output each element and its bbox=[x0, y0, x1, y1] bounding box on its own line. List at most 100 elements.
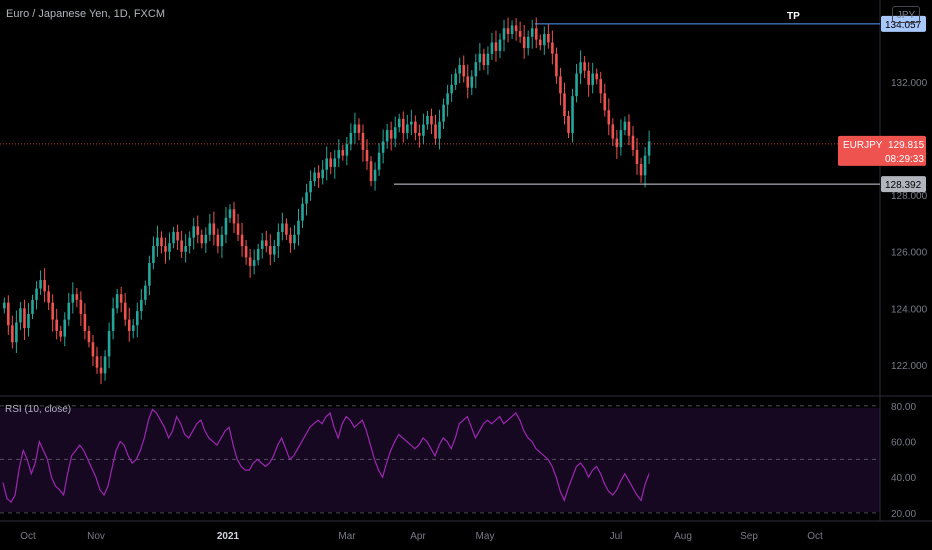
candle-body bbox=[107, 330, 111, 357]
candle-body bbox=[333, 158, 337, 167]
candle-body bbox=[643, 155, 647, 176]
candle-body bbox=[611, 124, 615, 139]
candle-body bbox=[148, 263, 151, 286]
candle-body bbox=[365, 149, 369, 162]
candle-body bbox=[99, 367, 103, 374]
candle-body bbox=[579, 62, 582, 74]
candle-body bbox=[571, 96, 574, 133]
candle-body bbox=[115, 294, 119, 309]
rsi-pane[interactable]: 20.00 40.00 60.00 80.00 bbox=[0, 402, 916, 520]
rsi-tick-label: 20.00 bbox=[891, 509, 916, 520]
candle-body bbox=[95, 356, 99, 368]
candle-body bbox=[91, 342, 95, 357]
candle-body bbox=[164, 246, 167, 252]
candle-body bbox=[506, 28, 510, 34]
candle-body bbox=[23, 308, 26, 329]
candle-body bbox=[277, 231, 280, 247]
candle-body bbox=[297, 220, 300, 235]
candle-body bbox=[7, 302, 10, 326]
candle-body bbox=[71, 294, 75, 303]
time-tick-label: Jul bbox=[610, 531, 623, 542]
candle-body bbox=[357, 124, 361, 133]
candle-body bbox=[353, 124, 357, 133]
candle-body bbox=[3, 302, 6, 309]
candle-body bbox=[87, 330, 91, 343]
candle-body bbox=[373, 169, 377, 182]
candle-body bbox=[486, 53, 490, 66]
candle-body bbox=[240, 234, 244, 247]
candle-body bbox=[31, 299, 34, 314]
candle-body bbox=[252, 260, 256, 266]
time-axis[interactable]: Oct Nov 2021 Mar Apr May Jul Aug Sep Oct bbox=[20, 531, 823, 542]
candle-body bbox=[260, 240, 264, 249]
last-price-label: 129.815 bbox=[888, 140, 925, 151]
candle-body bbox=[51, 302, 54, 320]
candle-body bbox=[341, 149, 345, 156]
candle-body bbox=[75, 294, 79, 300]
price-tick-label: 124.000 bbox=[891, 304, 928, 315]
candle-body bbox=[103, 356, 107, 374]
candle-body bbox=[293, 234, 296, 244]
candle-body bbox=[647, 141, 651, 156]
price-axis[interactable]: 122.000 124.000 126.000 128.000 132.000 bbox=[891, 78, 928, 372]
candle-body bbox=[172, 231, 175, 244]
support-price-label: 128.392 bbox=[885, 180, 922, 191]
time-tick-label: Nov bbox=[87, 531, 105, 542]
candle-body bbox=[196, 226, 200, 235]
rsi-background-band bbox=[0, 408, 880, 512]
candle-body bbox=[180, 240, 183, 252]
candle-body bbox=[184, 246, 187, 252]
candle-body bbox=[575, 73, 578, 97]
candle-body bbox=[264, 240, 268, 247]
candlestick-series[interactable] bbox=[3, 17, 651, 385]
candle-body bbox=[559, 76, 562, 94]
support-price-badge bbox=[881, 176, 926, 193]
candle-body bbox=[248, 257, 252, 266]
candle-body bbox=[418, 132, 421, 136]
candle-body bbox=[498, 39, 502, 51]
candle-body bbox=[623, 121, 627, 131]
candle-body bbox=[603, 93, 607, 111]
candle-body bbox=[514, 25, 518, 32]
candle-body bbox=[510, 25, 514, 34]
candle-body bbox=[220, 234, 224, 247]
candle-body bbox=[389, 130, 393, 139]
candle-body bbox=[526, 36, 530, 49]
candle-body bbox=[543, 33, 546, 46]
candle-body bbox=[381, 141, 385, 153]
candle-body bbox=[438, 121, 441, 139]
candle-body bbox=[216, 234, 220, 247]
candle-body bbox=[119, 294, 123, 303]
candle-body bbox=[305, 192, 308, 204]
candle-body bbox=[236, 223, 240, 235]
candle-body bbox=[39, 280, 42, 289]
price-tick-label: 126.000 bbox=[891, 248, 928, 259]
candle-body bbox=[301, 203, 304, 221]
candle-body bbox=[43, 280, 46, 292]
candle-body bbox=[587, 70, 590, 85]
candle-body bbox=[522, 36, 526, 49]
candle-body bbox=[79, 299, 83, 314]
candle-body bbox=[144, 285, 147, 300]
candle-body bbox=[551, 42, 554, 54]
candle-body bbox=[422, 124, 425, 136]
candle-body bbox=[454, 73, 457, 85]
symbol-label: EURJPY bbox=[843, 140, 883, 151]
currency-badge[interactable]: JPY bbox=[892, 6, 920, 23]
candle-body bbox=[385, 130, 389, 142]
candle-body bbox=[123, 302, 127, 320]
candle-body bbox=[627, 121, 631, 136]
time-tick-label: May bbox=[476, 531, 495, 542]
bar-countdown-label: 08:29:33 bbox=[885, 154, 924, 165]
candle-body bbox=[35, 288, 38, 300]
candle-body bbox=[67, 302, 71, 320]
candle-body bbox=[635, 149, 639, 165]
candle-body bbox=[583, 62, 586, 71]
candle-body bbox=[599, 79, 603, 94]
candle-body bbox=[631, 135, 635, 150]
candle-body bbox=[538, 39, 542, 46]
candle-body bbox=[595, 73, 599, 80]
symbol-title: Euro / Japanese Yen, 1D, FXCM bbox=[6, 8, 165, 20]
horizontal-levels[interactable]: TP 134.057 128.392 EURJPY 129.815 08:29:33 bbox=[0, 11, 926, 193]
